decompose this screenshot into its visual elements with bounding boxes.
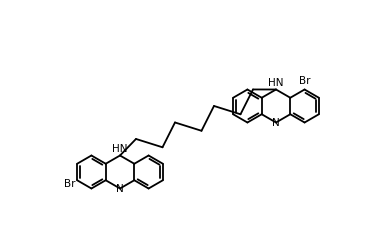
Text: HN: HN xyxy=(268,78,284,88)
Text: N: N xyxy=(272,118,280,128)
Text: N: N xyxy=(116,184,124,194)
Text: HN: HN xyxy=(112,145,128,154)
Text: Br: Br xyxy=(299,77,310,87)
Text: Br: Br xyxy=(64,179,76,189)
